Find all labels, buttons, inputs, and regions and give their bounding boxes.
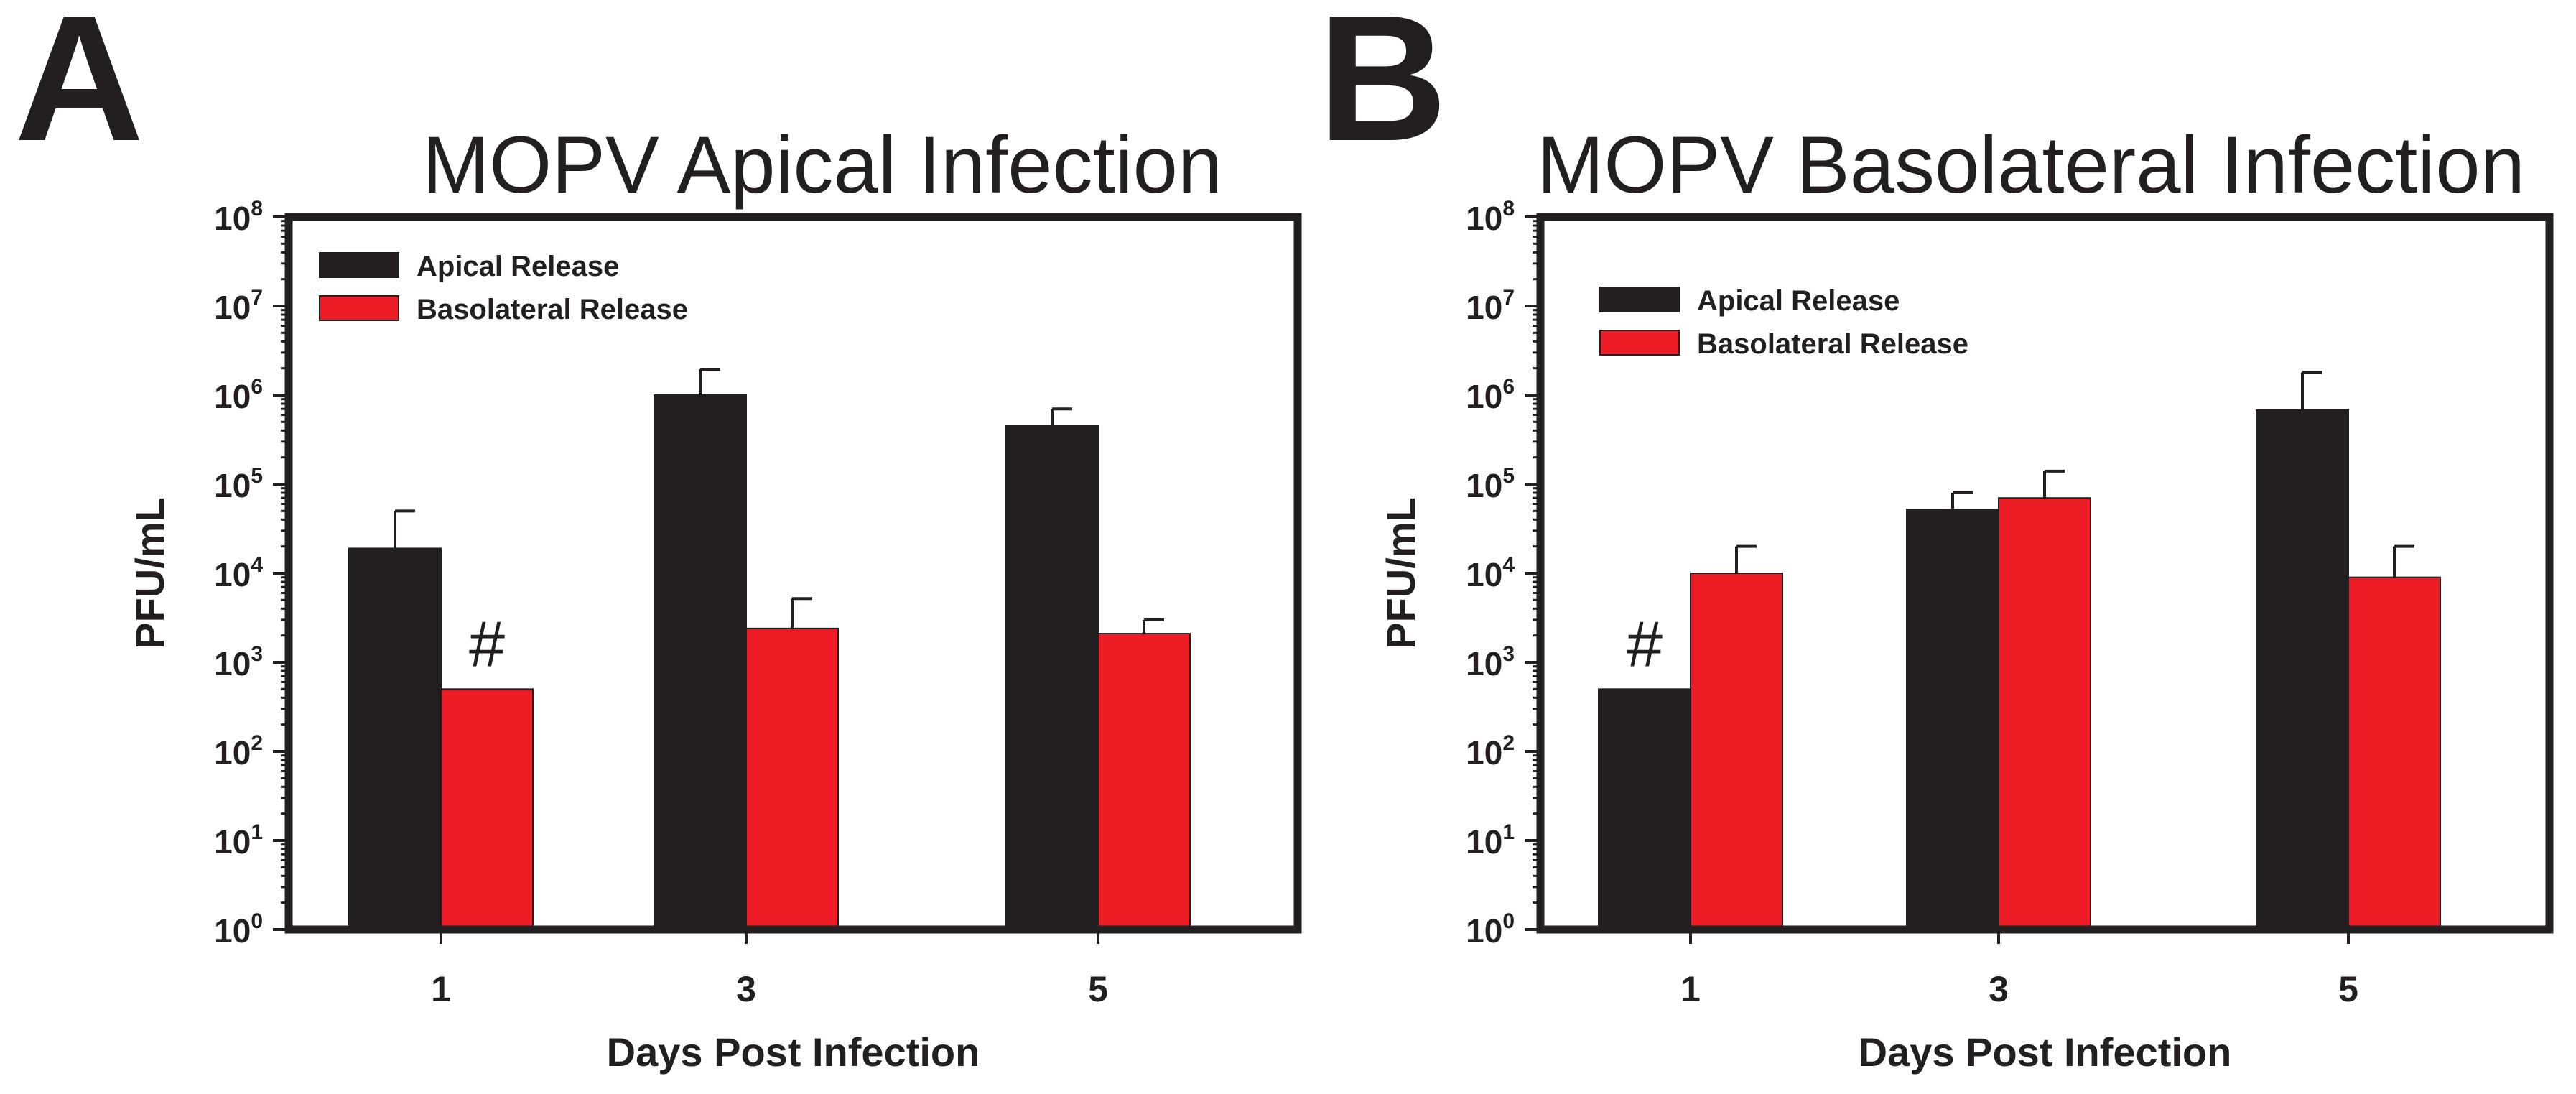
y-tick-label: 100 [1466, 909, 1515, 950]
legend-swatch [319, 252, 399, 278]
y-tick-exponent: 1 [251, 820, 263, 844]
legend-label: Apical Release [1697, 285, 1900, 317]
legend-swatch [1599, 330, 1680, 356]
y-tick-label: 107 [214, 286, 263, 326]
y-tick-base: 10 [1466, 912, 1502, 950]
y-tick-base: 10 [1466, 556, 1502, 593]
x-tick-label: 5 [2338, 969, 2358, 1009]
y-tick-label: 101 [1466, 820, 1515, 861]
y-tick-base: 10 [1466, 467, 1502, 504]
y-tick-exponent: 4 [251, 553, 263, 577]
y-tick-exponent: 1 [1502, 820, 1515, 844]
x-tick-label: 3 [736, 969, 756, 1009]
y-tick-base: 10 [214, 467, 251, 504]
bar [1998, 497, 2091, 930]
y-axis-label: PFU/mL [127, 497, 172, 649]
legend-swatch [319, 295, 399, 321]
y-tick-label: 108 [214, 197, 263, 237]
chart-title: MOPV Basolateral Infection [1537, 120, 2525, 210]
legend: Apical Release Basolateral Release [1599, 285, 1968, 360]
bar [2348, 576, 2441, 931]
y-tick-exponent: 0 [1502, 909, 1515, 933]
y-tick-exponent: 7 [1502, 286, 1515, 310]
y-tick-base: 10 [214, 556, 251, 593]
legend-swatch [1599, 287, 1680, 312]
y-tick-base: 10 [214, 200, 251, 237]
y-tick-exponent: 4 [1502, 553, 1515, 577]
significance-annotation: # [469, 608, 505, 680]
x-tick-label: 3 [1989, 969, 2009, 1009]
y-tick-base: 10 [214, 823, 251, 861]
y-axis-label: PFU/mL [1378, 497, 1423, 649]
y-tick-base: 10 [1466, 823, 1502, 861]
bar [2256, 409, 2349, 930]
bar [1005, 425, 1099, 930]
y-tick-label: 104 [214, 553, 263, 593]
y-tick-exponent: 3 [251, 642, 263, 666]
y-tick-exponent: 8 [1502, 197, 1515, 221]
y-tick-base: 10 [1466, 378, 1502, 415]
y-tick-exponent: 2 [1502, 731, 1515, 755]
bar [440, 688, 534, 930]
legend-label: Basolateral Release [1697, 328, 1968, 360]
y-tick-label: 106 [214, 375, 263, 415]
bar [654, 394, 747, 930]
y-tick-base: 10 [1466, 200, 1502, 237]
legend: Apical Release Basolateral Release [319, 251, 688, 325]
y-tick-label: 108 [1466, 197, 1515, 237]
y-tick-base: 10 [214, 289, 251, 326]
y-tick-base: 10 [1466, 645, 1502, 682]
panel-letter: B [1318, 0, 1448, 178]
chart-panel-b: B MOPV Basolateral Infection#100101102103… [1318, 0, 2554, 1075]
bar [745, 627, 839, 930]
bar [1598, 688, 1691, 930]
y-tick-label: 107 [1466, 286, 1515, 326]
bar [348, 547, 442, 930]
panel-letter: A [14, 0, 144, 178]
y-tick-label: 106 [1466, 375, 1515, 415]
bar [1906, 509, 1999, 930]
y-tick-label: 101 [214, 820, 263, 861]
y-tick-label: 100 [214, 909, 263, 950]
legend-label: Apical Release [417, 251, 619, 282]
y-tick-base: 10 [214, 912, 251, 950]
y-tick-base: 10 [214, 378, 251, 415]
chart-panel-a: A MOPV Apical Infection#10010110210310410… [14, 0, 1302, 1075]
legend-label: Basolateral Release [417, 294, 688, 325]
x-axis-label: Days Post Infection [1859, 1029, 2232, 1075]
y-tick-base: 10 [214, 645, 251, 682]
x-tick-label: 1 [1680, 969, 1701, 1009]
x-axis-label: Days Post Infection [607, 1029, 980, 1075]
y-tick-exponent: 0 [251, 909, 263, 933]
y-tick-label: 102 [1466, 731, 1515, 771]
y-tick-exponent: 7 [251, 286, 263, 310]
y-tick-label: 103 [214, 642, 263, 682]
y-tick-base: 10 [1466, 734, 1502, 771]
bar [1690, 573, 1783, 930]
y-tick-exponent: 6 [251, 375, 263, 399]
y-tick-exponent: 5 [251, 464, 263, 488]
chart-title: MOPV Apical Infection [422, 120, 1222, 210]
y-tick-exponent: 6 [1502, 375, 1515, 399]
y-tick-label: 104 [1466, 553, 1515, 593]
x-tick-label: 5 [1088, 969, 1108, 1009]
y-tick-base: 10 [1466, 289, 1502, 326]
y-tick-base: 10 [214, 734, 251, 771]
y-tick-exponent: 5 [1502, 464, 1515, 488]
y-tick-exponent: 2 [251, 731, 263, 755]
y-tick-exponent: 3 [1502, 642, 1515, 666]
significance-annotation: # [1627, 608, 1663, 680]
x-tick-label: 1 [431, 969, 451, 1009]
y-tick-label: 105 [1466, 464, 1515, 504]
y-tick-exponent: 8 [251, 197, 263, 221]
y-tick-label: 105 [214, 464, 263, 504]
y-tick-label: 102 [214, 731, 263, 771]
y-tick-label: 103 [1466, 642, 1515, 682]
bar [1097, 633, 1191, 930]
